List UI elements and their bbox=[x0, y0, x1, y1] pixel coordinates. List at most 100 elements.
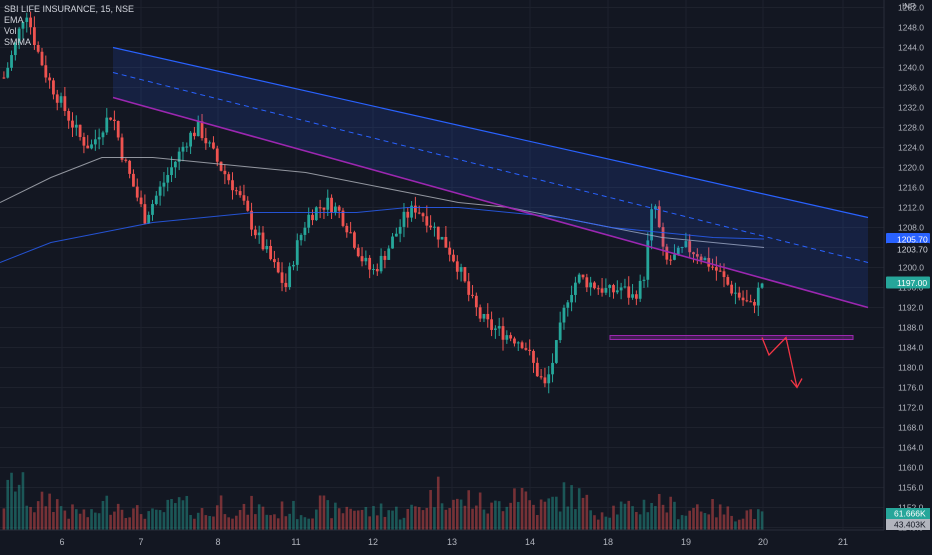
candle-body bbox=[117, 121, 120, 137]
volume-bar bbox=[395, 507, 398, 530]
volume-bar bbox=[216, 505, 219, 530]
candle-body bbox=[418, 213, 421, 214]
volume-bar bbox=[627, 501, 630, 530]
candle-body bbox=[505, 335, 508, 340]
volume-bar bbox=[544, 502, 547, 530]
volume-bar bbox=[262, 507, 265, 530]
candle-body bbox=[612, 285, 615, 292]
volume-bar bbox=[696, 504, 699, 530]
candle-body bbox=[745, 300, 748, 301]
volume-bar bbox=[662, 505, 665, 530]
candle-body bbox=[513, 339, 516, 344]
volume-bar bbox=[742, 519, 745, 530]
candle-body bbox=[540, 376, 543, 377]
candle-body bbox=[460, 267, 463, 272]
candle-body bbox=[726, 277, 729, 285]
volume-bar bbox=[666, 512, 669, 530]
volume-bar bbox=[67, 519, 70, 530]
candle-body bbox=[3, 78, 6, 79]
volume-bar bbox=[746, 510, 749, 530]
volume-bar bbox=[83, 509, 86, 530]
volume-bar bbox=[14, 492, 17, 530]
price-tick-label: 1164.0 bbox=[898, 443, 924, 453]
volume-bar bbox=[288, 514, 291, 530]
volume-bar bbox=[437, 477, 440, 530]
vol-indicator-label[interactable]: Vol bbox=[4, 26, 134, 37]
volume-bar bbox=[37, 501, 40, 530]
candle-body bbox=[536, 363, 539, 376]
candle-body bbox=[719, 271, 722, 272]
volume-bar bbox=[361, 510, 364, 530]
price-tick-label: 1244.0 bbox=[898, 43, 924, 53]
volume-bar bbox=[357, 510, 360, 530]
volume-bar bbox=[475, 506, 478, 530]
volume-bar bbox=[719, 504, 722, 530]
candle-body bbox=[749, 301, 752, 302]
price-tick-label: 1216.0 bbox=[898, 183, 924, 193]
candle-body bbox=[220, 162, 223, 171]
volume-bar bbox=[166, 500, 169, 530]
volume-bar bbox=[174, 503, 177, 530]
volume-bar bbox=[753, 519, 756, 530]
volume-bar bbox=[239, 510, 242, 530]
candle-body bbox=[399, 227, 402, 234]
volume-bar bbox=[185, 496, 188, 530]
volume-bar bbox=[521, 488, 524, 530]
volume-bar bbox=[448, 508, 451, 530]
candle-body bbox=[208, 142, 211, 143]
candle-body bbox=[349, 232, 352, 233]
time-tick-label: 12 bbox=[368, 537, 378, 547]
candle-body bbox=[216, 149, 219, 162]
candle-body bbox=[334, 207, 337, 213]
volume-bar bbox=[723, 514, 726, 530]
price-tick-label: 1232.0 bbox=[898, 103, 924, 113]
candle-body bbox=[75, 125, 78, 128]
candle-body bbox=[79, 125, 82, 137]
price-tick-label: 1252.0 bbox=[898, 3, 924, 13]
volume-bar bbox=[105, 496, 108, 530]
volume-bar bbox=[346, 507, 349, 530]
candle-body bbox=[452, 255, 455, 262]
time-tick-label: 20 bbox=[758, 537, 768, 547]
candle-body bbox=[258, 233, 261, 236]
candle-body bbox=[406, 212, 409, 218]
candle-body bbox=[544, 377, 547, 383]
volume-bar bbox=[113, 512, 116, 530]
candle-body bbox=[723, 271, 726, 277]
volume-bar bbox=[711, 499, 714, 530]
volume-bar bbox=[235, 516, 238, 530]
candle-body bbox=[585, 277, 588, 287]
candle-body bbox=[551, 363, 554, 374]
volume-bar bbox=[349, 509, 352, 530]
vol-badge-a: 61.666K bbox=[894, 509, 926, 519]
volume-bar bbox=[555, 497, 558, 530]
candle-body bbox=[593, 283, 596, 289]
ema-indicator-label[interactable]: EMA bbox=[4, 15, 134, 26]
smma-indicator-label[interactable]: SMMA bbox=[4, 37, 134, 48]
volume-bar bbox=[121, 510, 124, 530]
price-tick-label: 1228.0 bbox=[898, 123, 924, 133]
volume-bar bbox=[90, 509, 93, 530]
volume-bar bbox=[452, 500, 455, 530]
volume-bar bbox=[60, 506, 63, 530]
volume-bar bbox=[380, 503, 383, 530]
candle-body bbox=[113, 120, 116, 121]
volume-bar bbox=[311, 518, 314, 530]
volume-bar bbox=[56, 499, 59, 530]
symbol-title[interactable]: SBI LIFE INSURANCE, 15, NSE bbox=[4, 4, 134, 15]
volume-bar bbox=[582, 498, 585, 530]
time-tick-label: 7 bbox=[138, 537, 143, 547]
volume-bar bbox=[566, 507, 569, 530]
volume-bar bbox=[730, 516, 733, 530]
time-tick-label: 18 bbox=[603, 537, 613, 547]
candle-body bbox=[143, 204, 146, 223]
candle-body bbox=[429, 226, 432, 228]
candle-body bbox=[311, 215, 314, 220]
candle-body bbox=[437, 227, 440, 240]
volume-bar bbox=[528, 500, 531, 530]
candle-body bbox=[166, 175, 169, 183]
price-tick-label: 1208.0 bbox=[898, 223, 924, 233]
candle-body bbox=[307, 215, 310, 228]
